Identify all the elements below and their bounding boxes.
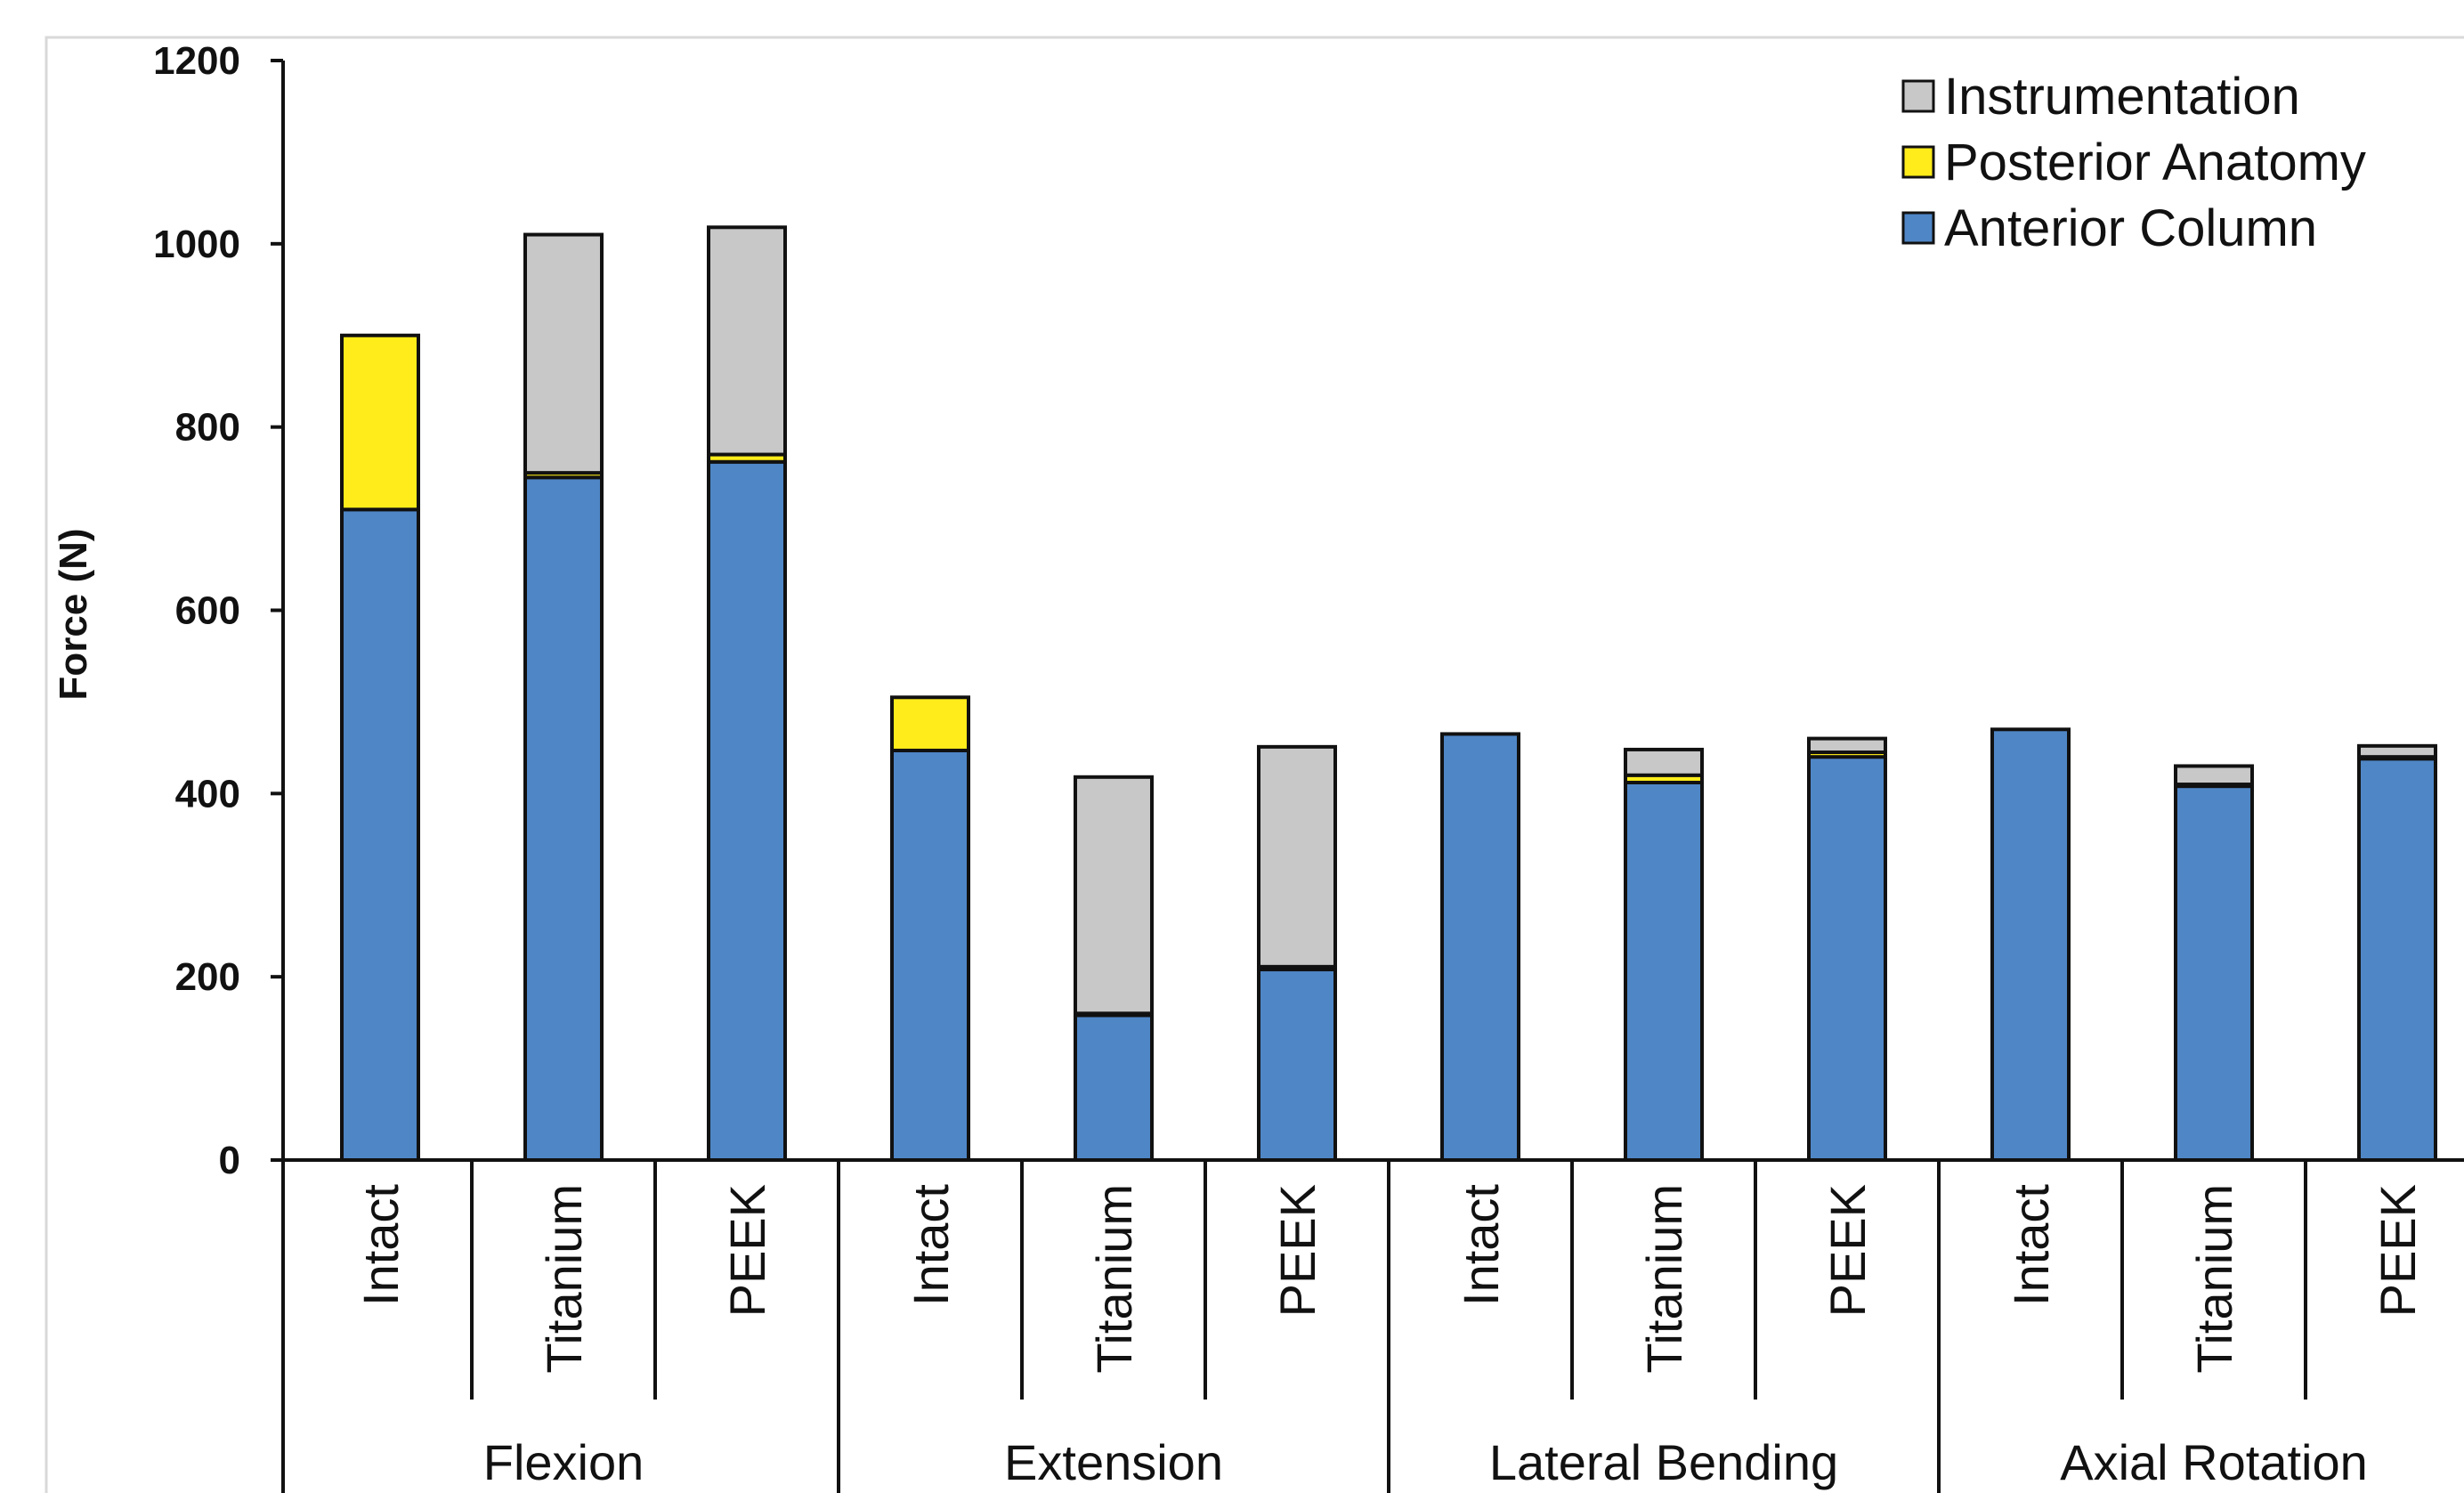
bar-segment-anterior-column xyxy=(1990,727,2071,1163)
bar-segment-anterior-column xyxy=(707,459,787,1162)
x-tick-label: Intact xyxy=(2003,1184,2059,1306)
bar-segment-anterior-column xyxy=(523,475,604,1162)
x-tick-label: Intact xyxy=(353,1184,409,1306)
group-label: Extension xyxy=(1004,1434,1223,1490)
bar-segment-anterior-column xyxy=(340,507,420,1162)
x-tick-label: PEEK xyxy=(1820,1184,1876,1317)
bar-segment-anterior-column xyxy=(2174,784,2254,1162)
bar-segment-instrumentation xyxy=(707,225,787,457)
legend-label: Instrumentation xyxy=(1944,68,2300,126)
x-axis: Intact Titanium PEEK Intact Titanium PEEK Inta… xyxy=(283,1158,2464,1493)
legend-swatch xyxy=(1901,145,1935,179)
group-label: Lateral Bending xyxy=(1489,1434,1838,1490)
y-tick-label: 400 xyxy=(175,772,240,815)
x-tick-label: Titanium xyxy=(536,1184,592,1374)
y-tick-label: 600 xyxy=(175,589,240,633)
y-tick-label: 1200 xyxy=(153,39,240,83)
bar-segment-instrumentation xyxy=(1807,736,1887,755)
x-tick-label: Intact xyxy=(1453,1184,1509,1306)
bar-segment-anterior-column xyxy=(1624,780,1704,1162)
bar-segment-anterior-column xyxy=(2357,757,2437,1162)
bar-segment-posterior-anatomy xyxy=(340,333,420,512)
bar-segment-instrumentation xyxy=(1624,747,1704,777)
legend-swatch xyxy=(1901,211,1935,245)
y-tick-label: 1000 xyxy=(153,223,240,266)
x-tick-label: PEEK xyxy=(1269,1184,1325,1317)
bar-segment-instrumentation xyxy=(523,232,604,475)
legend: Instrumentation Posterior Anatomy Anterior… xyxy=(1901,68,2366,257)
y-tick-label: 0 xyxy=(219,1139,240,1182)
group-label: Flexion xyxy=(483,1434,644,1490)
bar-segment-posterior-anatomy xyxy=(890,695,970,752)
bar-segment-instrumentation xyxy=(2357,743,2437,759)
bar-segment-anterior-column xyxy=(1440,732,1520,1162)
bar-segment-anterior-column xyxy=(1257,967,1337,1163)
legend-label: Posterior Anatomy xyxy=(1944,134,2366,191)
bar-segment-instrumentation xyxy=(2174,764,2254,787)
x-tick-label: Titanium xyxy=(2186,1184,2242,1374)
x-tick-label: PEEK xyxy=(2370,1184,2426,1317)
x-tick-label: Intact xyxy=(903,1184,959,1306)
y-axis-label: Force (N) xyxy=(52,528,95,700)
y-tick-label: 200 xyxy=(175,955,240,999)
legend-label: Anterior Column xyxy=(1944,199,2317,257)
bar-segment-anterior-column xyxy=(1807,755,1887,1163)
bar-segment-instrumentation xyxy=(1074,775,1154,1016)
x-tick-label: PEEK xyxy=(719,1184,775,1317)
y-axis: 0 200 400 600 800 1000 1200 xyxy=(153,39,285,1493)
x-tick-label: Titanium xyxy=(1086,1184,1142,1374)
x-tick-label: Titanium xyxy=(1636,1184,1692,1374)
bar-segment-instrumentation xyxy=(1257,744,1337,969)
y-tick-label: 800 xyxy=(175,406,240,450)
group-label: Axial Rotation xyxy=(2060,1434,2368,1490)
legend-swatch xyxy=(1901,79,1935,113)
bar-segment-anterior-column xyxy=(890,748,970,1163)
bar-segment-anterior-column xyxy=(1074,1013,1154,1163)
